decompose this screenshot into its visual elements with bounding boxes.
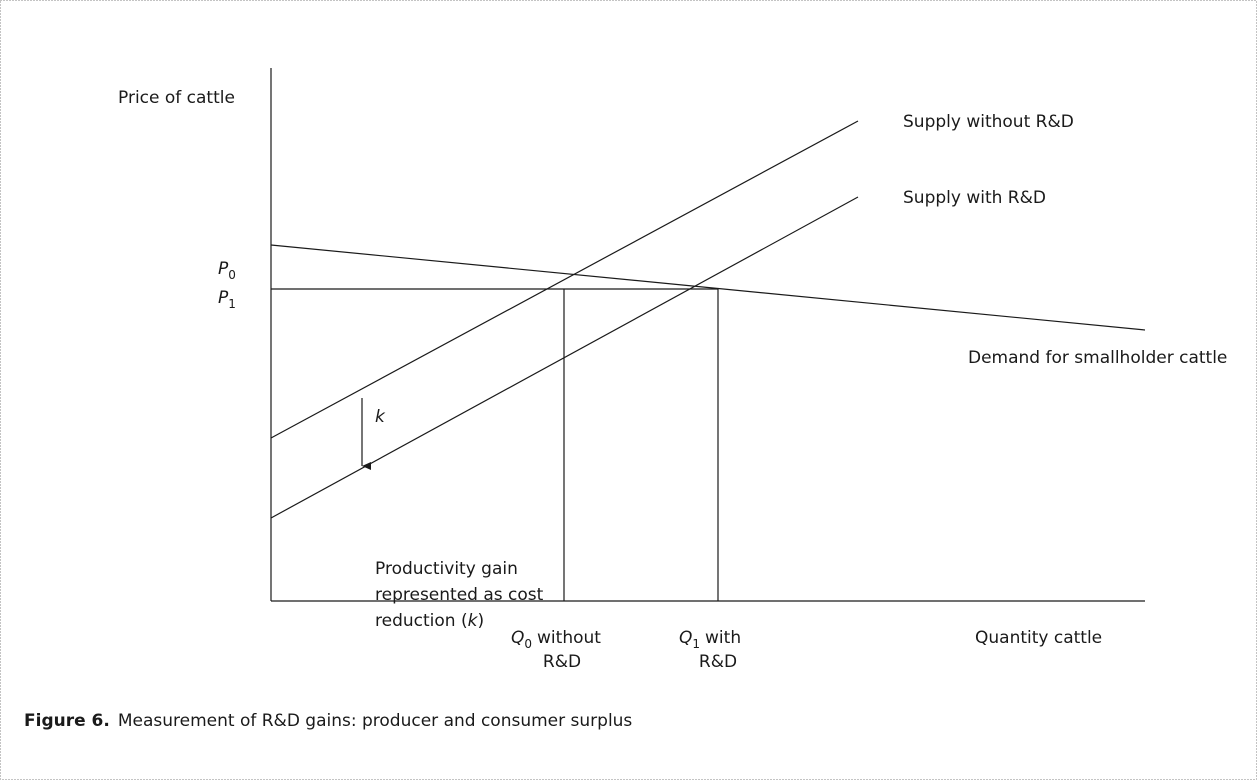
text: ) (477, 611, 484, 631)
note-line: Productivity gain (375, 559, 518, 579)
caption-text: Measurement of R&D gains: producer and c… (118, 711, 633, 731)
variable: k (468, 611, 479, 631)
q1-label: Q1 with (679, 628, 741, 651)
subscript: 1 (228, 297, 236, 311)
subscript: 0 (524, 637, 532, 651)
text: reduction ( (375, 611, 468, 631)
demand-label: Demand for smallholder cattle (968, 348, 1227, 368)
supply-with-label: Supply with R&D (903, 188, 1046, 208)
q0-label: Q0 without (511, 628, 601, 651)
supply-without-label: Supply without R&D (903, 112, 1074, 132)
note-line: represented as cost (375, 585, 544, 605)
x-axis-label: Quantity cattle (975, 628, 1102, 648)
symbol: Q (511, 628, 524, 648)
symbol: P (218, 259, 229, 279)
q0-label-line2: R&D (543, 652, 581, 672)
y-axis-label: Price of cattle (118, 88, 235, 108)
symbol: P (218, 288, 229, 308)
text: with (705, 628, 741, 648)
p0-label: P0 (218, 259, 236, 282)
text: without (537, 628, 601, 648)
symbol: Q (679, 628, 692, 648)
caption-label: Figure 6. (24, 711, 110, 731)
subscript: 1 (692, 637, 700, 651)
caption: Figure 6. Measurement of R&D gains: produ… (24, 711, 632, 731)
q1-label-line2: R&D (699, 652, 737, 672)
note-line: reduction (k) (375, 611, 484, 631)
p1-label: P1 (218, 288, 236, 311)
supply-without-line (270, 120, 859, 439)
demand-line (270, 244, 1146, 331)
shift-label: k (375, 407, 386, 427)
subscript: 0 (228, 268, 236, 282)
